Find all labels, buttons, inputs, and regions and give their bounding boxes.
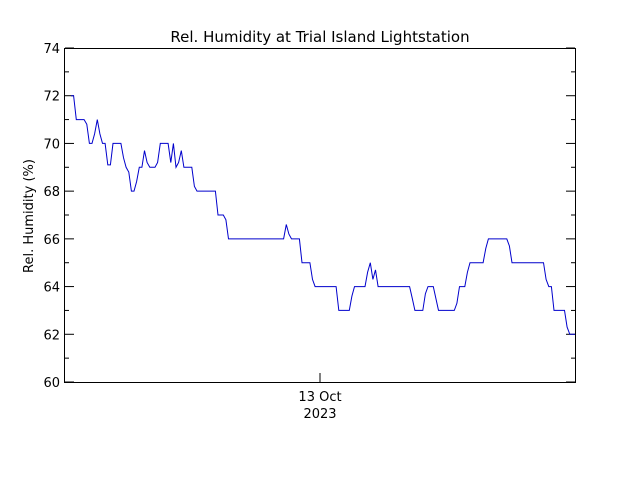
y-tick-label: 66 [43,233,60,248]
y-tick-label: 60 [43,376,60,391]
y-tick-label: 68 [43,185,60,200]
x-tick-label-date: 13 Oct [298,390,341,405]
y-tick-label: 74 [43,42,60,57]
y-tick-label: 64 [43,281,60,296]
plot-frame [64,48,576,383]
x-tick-label-year: 2023 [303,407,336,422]
series-line [71,95,575,335]
chart-title: Rel. Humidity at Trial Island Lightstati… [170,28,469,46]
x-axis: 13 Oct 2023 [298,373,342,422]
y-tick-label: 72 [43,90,60,105]
y-axis-label: Rel. Humidity (%) [22,159,37,273]
y-tick-label: 62 [43,328,60,343]
y-tick-label: 70 [43,137,60,152]
y-axis: 60 62 64 66 68 70 72 74 [43,42,575,391]
